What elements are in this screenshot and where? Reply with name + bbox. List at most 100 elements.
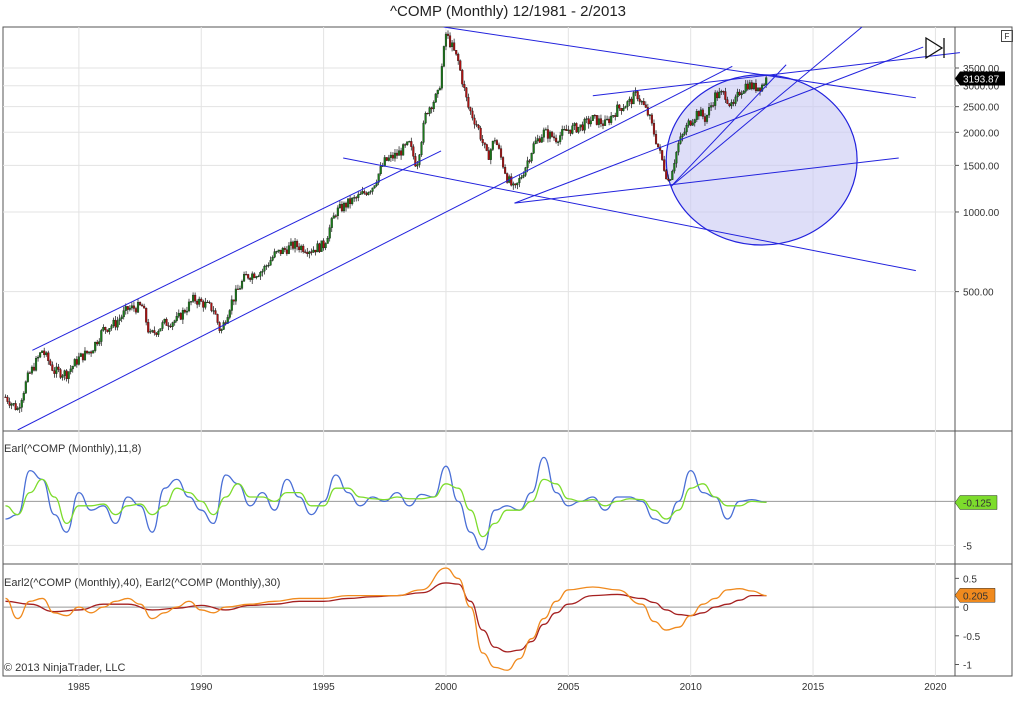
candle-body <box>559 135 562 142</box>
candle-body <box>683 131 686 135</box>
candle-body <box>612 115 615 117</box>
candle-body <box>318 243 321 252</box>
candle-body <box>45 352 48 355</box>
candle-body <box>277 249 280 252</box>
candle-body <box>502 157 505 168</box>
y-tick-label: 1500.00 <box>963 161 1000 172</box>
y-tick-label: 2000.00 <box>963 128 1000 139</box>
candle-body <box>583 119 586 131</box>
candle-body <box>438 88 441 91</box>
candle-body <box>744 83 747 92</box>
candle-body <box>293 240 297 249</box>
candle-body <box>536 138 539 142</box>
candle-body <box>304 251 307 253</box>
candle-body <box>406 141 409 145</box>
candle-body <box>532 143 535 154</box>
candle-body <box>459 60 462 71</box>
candle-body <box>85 350 89 354</box>
candle-body <box>510 176 513 186</box>
candle-body <box>185 310 189 313</box>
candle-body <box>563 129 566 131</box>
y-tick-label: 3500.00 <box>963 64 1000 75</box>
candle-body <box>6 396 9 402</box>
candle-body <box>332 215 335 219</box>
candle-body <box>114 319 117 328</box>
candle-body <box>128 307 131 310</box>
candle-body <box>291 241 295 249</box>
candle-body <box>37 356 40 359</box>
candle-body <box>232 299 235 302</box>
candle-body <box>126 306 129 310</box>
candle-body <box>493 140 496 142</box>
candle-body <box>55 366 58 374</box>
candle-body <box>550 131 554 137</box>
candle-body <box>689 120 692 126</box>
candle-body <box>671 170 674 180</box>
candle-body <box>216 314 219 323</box>
candle-body <box>253 273 256 278</box>
candle-body <box>422 122 425 143</box>
candle-body <box>434 93 437 103</box>
earl2-y-tick-label: 0.5 <box>963 574 977 585</box>
candle-body <box>657 143 660 148</box>
candle-body <box>534 140 537 144</box>
candle-body <box>138 302 142 306</box>
candle-body <box>330 218 333 228</box>
candle-body <box>628 98 631 102</box>
candle-body <box>638 98 641 102</box>
candle-body <box>707 107 711 116</box>
candle-body <box>275 251 278 253</box>
trend-line <box>443 27 916 99</box>
candle-body <box>247 274 250 279</box>
candle-body <box>685 125 688 133</box>
candle-body <box>542 129 545 138</box>
candle-body <box>569 129 572 134</box>
candle-body <box>518 178 521 184</box>
candle-body <box>16 408 19 410</box>
candle-body <box>22 393 25 401</box>
candle-body <box>736 91 739 98</box>
x-tick-label: 1985 <box>68 682 91 693</box>
candle-body <box>728 103 731 107</box>
candle-body <box>326 238 329 244</box>
candle-body <box>473 117 476 125</box>
candle-body <box>410 141 413 147</box>
candle-body <box>20 400 23 408</box>
copyright-text: © 2013 NinjaTrader, LLC <box>4 662 126 674</box>
candle-body <box>334 215 337 217</box>
candle-body <box>697 111 700 117</box>
candle-body <box>712 105 715 107</box>
candle-body <box>491 140 494 150</box>
candle-body <box>738 91 741 96</box>
candle-body <box>618 104 621 109</box>
ellipse-annotation <box>665 74 858 246</box>
candle-body <box>512 183 515 186</box>
candle-body <box>718 91 721 99</box>
candle-body <box>353 197 356 199</box>
candle-body <box>373 185 376 189</box>
x-tick-label: 2000 <box>435 682 458 693</box>
candle-body <box>30 366 34 374</box>
candle-body <box>51 364 54 371</box>
candle-body <box>269 260 272 266</box>
candle-body <box>24 381 27 394</box>
candle-body <box>538 138 541 143</box>
candle-body <box>83 350 87 361</box>
candle-body <box>479 127 482 140</box>
candle-body <box>361 191 364 195</box>
candle-body <box>134 308 138 313</box>
candle-body <box>746 83 749 90</box>
candle-body <box>606 118 609 120</box>
candle-body <box>189 301 193 303</box>
trend-line <box>17 65 733 430</box>
candle-body <box>585 118 588 120</box>
candle-body <box>228 310 231 318</box>
candle-body <box>310 251 313 253</box>
candle-body <box>141 304 144 307</box>
candle-body <box>573 123 576 126</box>
candle-body <box>81 353 84 361</box>
candle-body <box>208 301 211 304</box>
candle-body <box>589 120 592 125</box>
candle-body <box>202 301 205 308</box>
